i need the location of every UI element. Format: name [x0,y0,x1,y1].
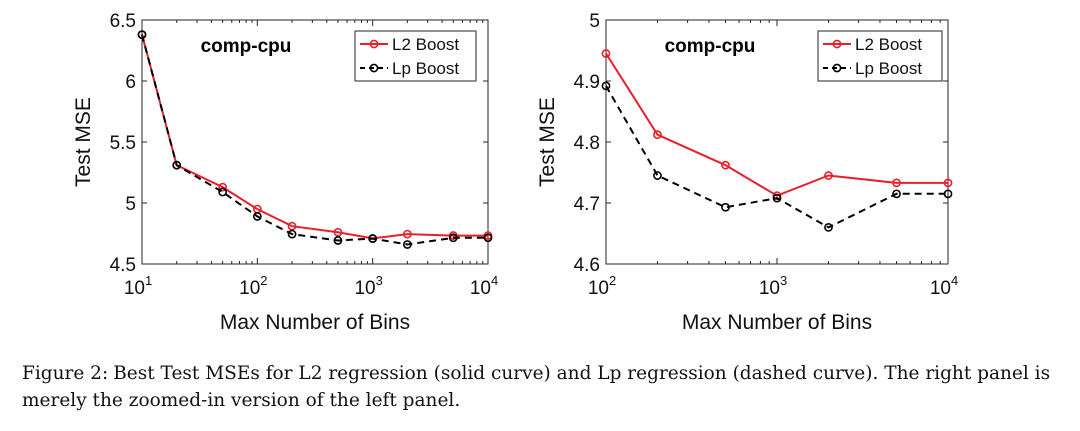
y-tick-label: 5 [589,11,600,32]
legend-label: L2 Boost [392,35,459,54]
legend-marker [832,39,842,49]
data-point [218,182,228,192]
data-point [824,171,833,180]
x-tick-label: 104 [930,273,958,299]
data-point [333,227,343,237]
data-point [943,189,953,199]
data-point [721,160,730,170]
data-point [172,160,182,170]
series-line [141,34,488,246]
data-point [892,178,901,188]
x-tick-label: 103 [759,273,787,299]
legend-label: L2 Boost [855,35,922,54]
x-tick-label: 103 [354,273,382,299]
data-point [601,49,611,58]
data-point [252,212,262,221]
legend-box [817,30,943,82]
data-point [368,234,378,244]
figure-caption: Figure 2: Best Test MSEs for L2 regressio… [22,360,1062,414]
data-point [721,202,730,212]
data-point [824,222,833,232]
left-y-axis-label: Test MSE [72,97,95,187]
left-legend: L2 Boost Lp Boost [354,30,477,82]
right-y-axis-label: Test MSE [536,97,559,187]
left-chart-title: comp-cpu [201,36,292,57]
y-tick-label: 6 [125,72,136,93]
right-x-axis-label: Max Number of Bins [682,311,872,334]
caption-text: Best Test MSEs for L2 regression (solid … [22,363,1051,411]
data-point [892,189,901,199]
data-point [483,233,493,243]
data-point [653,130,662,140]
legend-label: Lp Boost [392,59,459,78]
data-point [653,171,662,180]
x-tick-label: 102 [239,273,267,299]
data-point [137,30,147,40]
series-line [605,52,948,197]
legend-marker [832,63,842,73]
left-x-axis-label: Max Number of Bins [220,311,410,334]
data-point [772,193,782,203]
y-tick-label: 4.9 [574,72,600,93]
data-point [402,240,412,249]
right-chart: 4.6 4.7 4.8 4.9 5 102 103 104 Max Number of Bins… [536,11,958,334]
legend-label: Lp Boost [855,59,922,78]
y-tick-label: 4.5 [110,255,136,276]
data-point [333,236,343,245]
x-tick-label: 104 [470,273,498,299]
y-tick-label: 5 [125,194,136,215]
data-point [402,229,412,239]
legend-marker [369,39,379,49]
y-tick-label: 4.8 [574,133,600,154]
data-point [943,178,953,188]
y-tick-label: 6.5 [110,11,136,32]
x-tick-label: 102 [588,273,616,299]
left-chart: 4.5 5 5.5 6 6.5 101 102 103 104 Max Number of Bin… [72,11,498,334]
right-legend: L2 Boost Lp Boost [817,30,943,82]
caption-label: Figure 2: [22,363,109,384]
y-tick-label: 5.5 [110,133,136,154]
data-point [448,233,458,243]
series-line [141,34,488,240]
series-line [605,85,948,229]
y-tick-label: 4.6 [574,255,600,276]
right-chart-title: comp-cpu [665,36,756,57]
data-point [287,229,297,239]
data-point [218,187,228,197]
legend-box [354,30,477,82]
x-tick-label: 101 [124,273,152,299]
y-tick-label: 4.7 [574,194,600,215]
legend-marker [369,63,379,73]
data-point [601,81,611,91]
